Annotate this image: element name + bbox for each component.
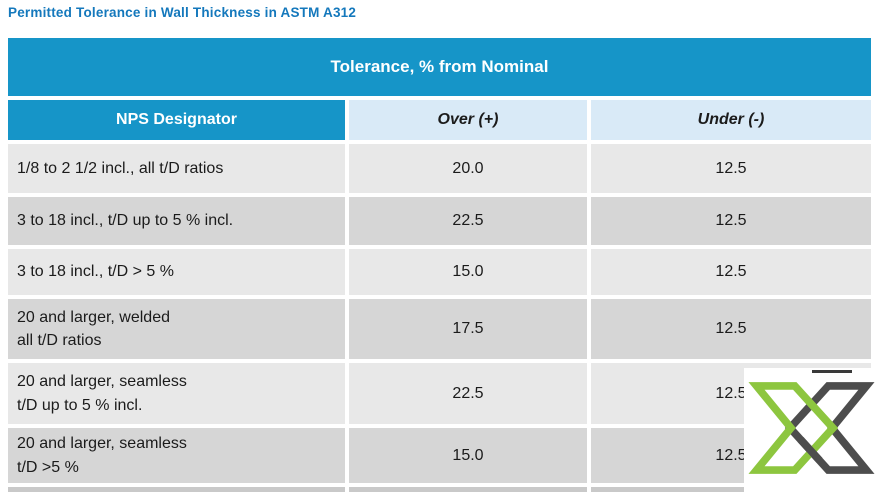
column-header-under: Under (-) [591,100,871,140]
cell-over: 17.5 [349,299,587,359]
cell-under: 12.5 [591,197,871,245]
cell-under: 12.5 [591,144,871,193]
cell-over: 22.5 [349,197,587,245]
logo-crop-bar [812,370,852,373]
watermark-logo [744,368,879,492]
page-title: Permitted Tolerance in Wall Thickness in… [8,5,357,20]
table-row: 3 to 18 incl., t/D > 5 % 15.0 12.5 [8,249,871,295]
cell-designator: 1/8 to 2 1/2 incl., all t/D ratios [8,144,345,193]
cell-cutoff [591,487,871,492]
tolerance-table: Tolerance, % from Nominal NPS Designator… [8,38,871,492]
cell-over: 15.0 [349,428,587,483]
cell-over: 22.5 [349,363,587,424]
table-row: 20 and larger, seamless t/D >5 % 15.0 12… [8,428,871,483]
x-chevron-logo-icon [748,382,875,474]
table-row: 20 and larger, welded all t/D ratios 17.… [8,299,871,359]
cell-designator: 20 and larger, seamless t/D >5 % [8,428,345,483]
cell-under: 12.5 [591,249,871,295]
table-row: 20 and larger, seamless t/D up to 5 % in… [8,363,871,424]
table-main-header: Tolerance, % from Nominal [8,38,871,96]
column-header-over: Over (+) [349,100,587,140]
table-row: 1/8 to 2 1/2 incl., all t/D ratios 20.0 … [8,144,871,193]
cell-under: 12.5 [591,299,871,359]
table-row-cutoff [8,487,871,492]
cell-designator: 3 to 18 incl., t/D up to 5 % incl. [8,197,345,245]
cell-over: 15.0 [349,249,587,295]
cell-over: 20.0 [349,144,587,193]
cell-cutoff [8,487,345,492]
table-row: 3 to 18 incl., t/D up to 5 % incl. 22.5 … [8,197,871,245]
cell-designator: 20 and larger, seamless t/D up to 5 % in… [8,363,345,424]
table-column-header-row: NPS Designator Over (+) Under (-) [8,100,871,140]
column-header-nps-designator: NPS Designator [8,100,345,140]
cell-designator: 3 to 18 incl., t/D > 5 % [8,249,345,295]
table-main-header-row: Tolerance, % from Nominal [8,38,871,96]
cell-cutoff [349,487,587,492]
cell-designator: 20 and larger, welded all t/D ratios [8,299,345,359]
